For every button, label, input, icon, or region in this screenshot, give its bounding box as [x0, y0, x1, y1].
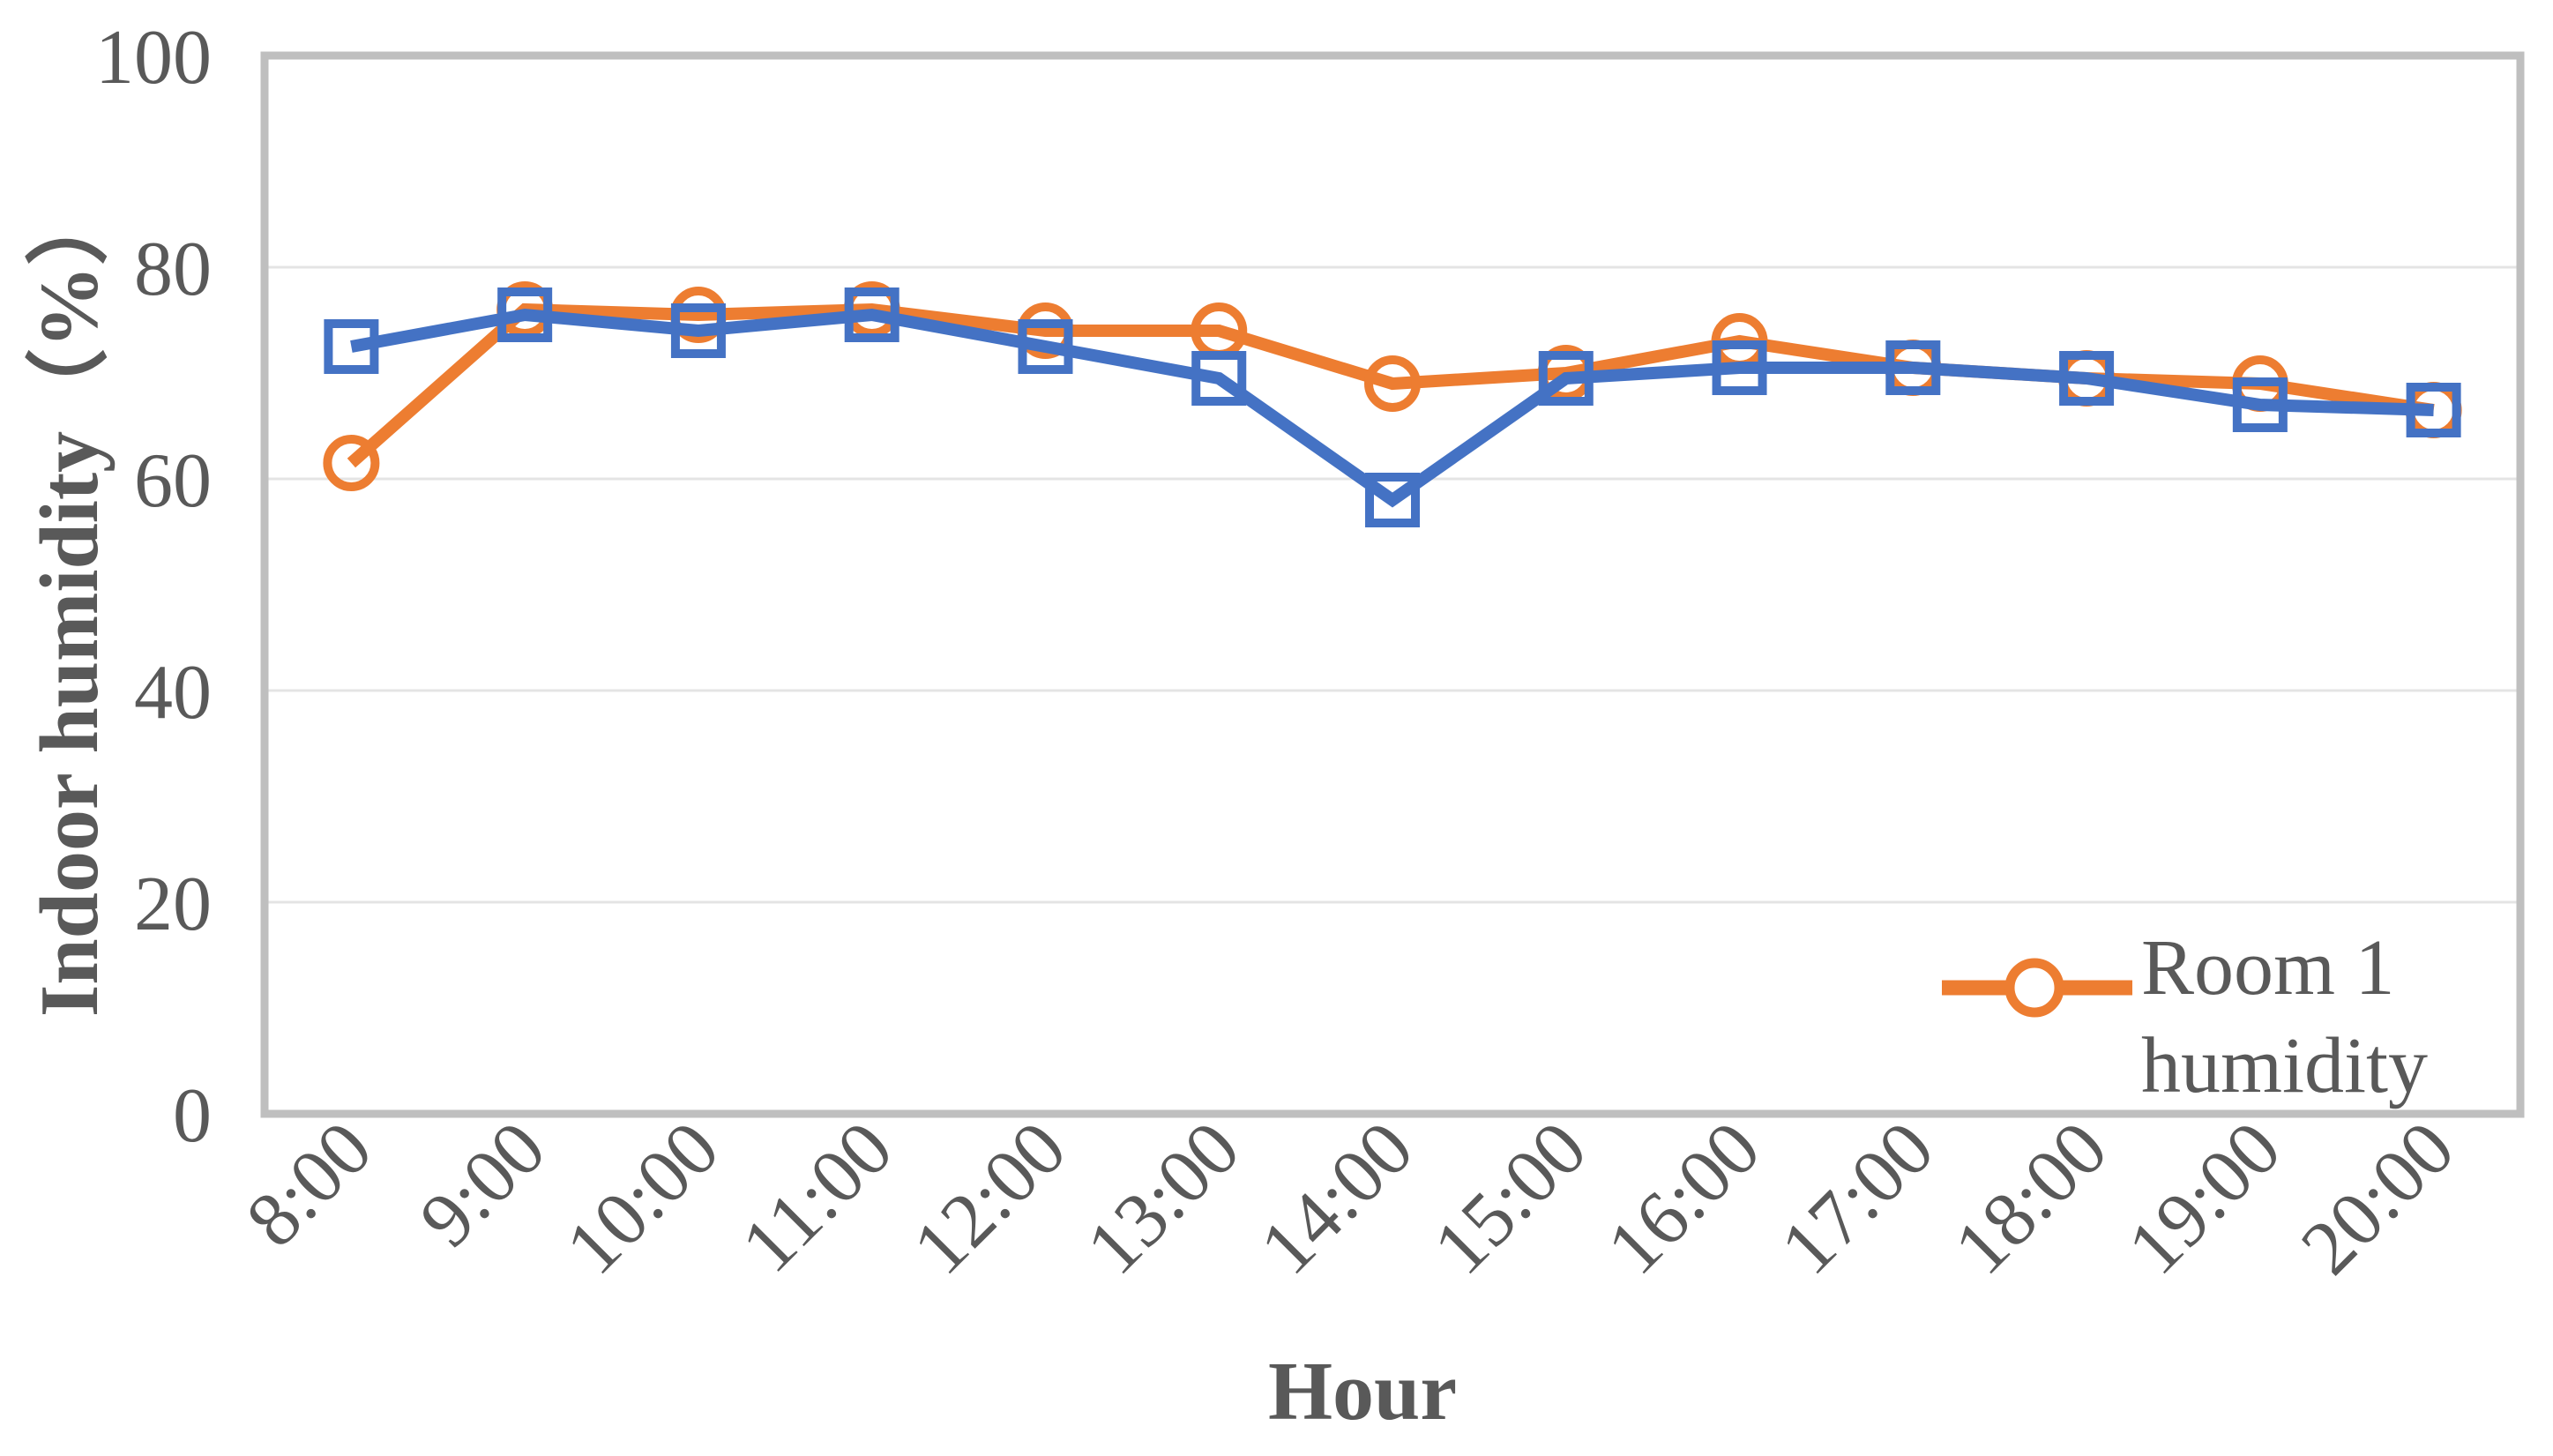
x-axis-title: Hour: [1267, 1346, 1458, 1437]
legend-label-room1: Room 1 humidity: [2141, 924, 2429, 1109]
y-tick-label-40: 40: [134, 650, 212, 735]
legend-marker-room1: [1942, 958, 2132, 1018]
marker-square-12:00: [1018, 319, 1073, 374]
y-tick-label-60: 60: [134, 438, 212, 524]
y-tick-label-20: 20: [134, 862, 212, 947]
marker-circle-8:00: [323, 435, 380, 491]
marker-square-10:00: [670, 303, 726, 358]
marker-square-14:00: [1365, 473, 1420, 527]
legend-circle-marker: [2004, 958, 2064, 1018]
series-line-1: [350, 308, 2434, 508]
marker-square-17:00: [1885, 340, 1941, 395]
x-tick-label-8:00: 8:00: [230, 1106, 388, 1264]
x-tick-label-16:00: 16:00: [1591, 1106, 1776, 1291]
y-tick-label-80: 80: [134, 227, 212, 312]
marker-square-16:00: [1712, 340, 1767, 395]
x-tick-label-13:00: 13:00: [1071, 1106, 1256, 1291]
x-tick-label-9:00: 9:00: [404, 1106, 562, 1264]
marker-square-20:00: [2406, 383, 2461, 437]
marker-square-18:00: [2059, 351, 2115, 406]
y-tick-label-100: 100: [95, 15, 212, 101]
marker-circle-14:00: [1364, 355, 1421, 412]
y-tick-label-0: 0: [173, 1073, 212, 1159]
plot-border: [260, 51, 2525, 1118]
x-tick-label-10:00: 10:00: [550, 1106, 735, 1291]
x-tick-label-12:00: 12:00: [897, 1106, 1082, 1291]
marker-square-19:00: [2232, 377, 2288, 432]
x-tick-label-15:00: 15:00: [1418, 1106, 1603, 1291]
marker-square-11:00: [844, 287, 900, 342]
legend: Room 1 humidity: [1940, 919, 2469, 1115]
x-tick-label-14:00: 14:00: [1244, 1106, 1430, 1291]
x-tick-label-19:00: 19:00: [2112, 1106, 2297, 1291]
marker-square-8:00: [324, 319, 379, 374]
x-tick-label-18:00: 18:00: [1938, 1106, 2124, 1291]
x-tick-label-20:00: 20:00: [2285, 1106, 2470, 1291]
marker-square-9:00: [497, 287, 553, 342]
marker-square-13:00: [1191, 351, 1247, 406]
y-axis-title: Indoor humidity（%）: [24, 182, 116, 1018]
x-tick-label-17:00: 17:00: [1765, 1106, 1950, 1291]
x-tick-label-11:00: 11:00: [726, 1106, 909, 1289]
marker-square-15:00: [1538, 351, 1594, 406]
